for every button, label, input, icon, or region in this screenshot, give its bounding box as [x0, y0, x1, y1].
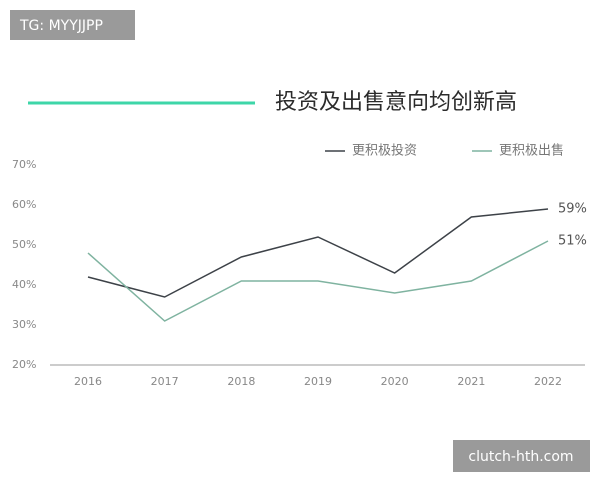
x-tick-label: 2018 [227, 375, 255, 388]
value-label: 51% [558, 234, 587, 249]
series-line [87, 240, 549, 322]
y-tick-label: 60% [12, 198, 36, 211]
x-tick-label: 2019 [304, 375, 332, 388]
watermark: TG: MYYJJPP [19, 18, 103, 34]
x-tick-label: 2016 [74, 375, 102, 388]
legend-label: 更积极出售 [499, 143, 564, 159]
watermark-box [10, 10, 135, 40]
legend-label: 更积极投资 [352, 143, 417, 159]
y-tick-label: 40% [12, 278, 36, 291]
y-tick-label: 20% [12, 358, 36, 371]
series-line [87, 208, 549, 298]
y-tick-label: 50% [12, 238, 36, 251]
y-tick-label: 70% [12, 158, 36, 171]
x-tick-label: 2020 [381, 375, 409, 388]
x-tick-label: 2022 [534, 375, 562, 388]
watermark-box [453, 440, 590, 472]
x-tick-label: 2017 [151, 375, 179, 388]
value-label: 59% [558, 202, 587, 217]
x-tick-label: 2021 [457, 375, 485, 388]
y-tick-label: 30% [12, 318, 36, 331]
watermark: clutch-hth.com [468, 449, 573, 465]
chart-title: 投资及出售意向均创新高 [275, 90, 517, 115]
